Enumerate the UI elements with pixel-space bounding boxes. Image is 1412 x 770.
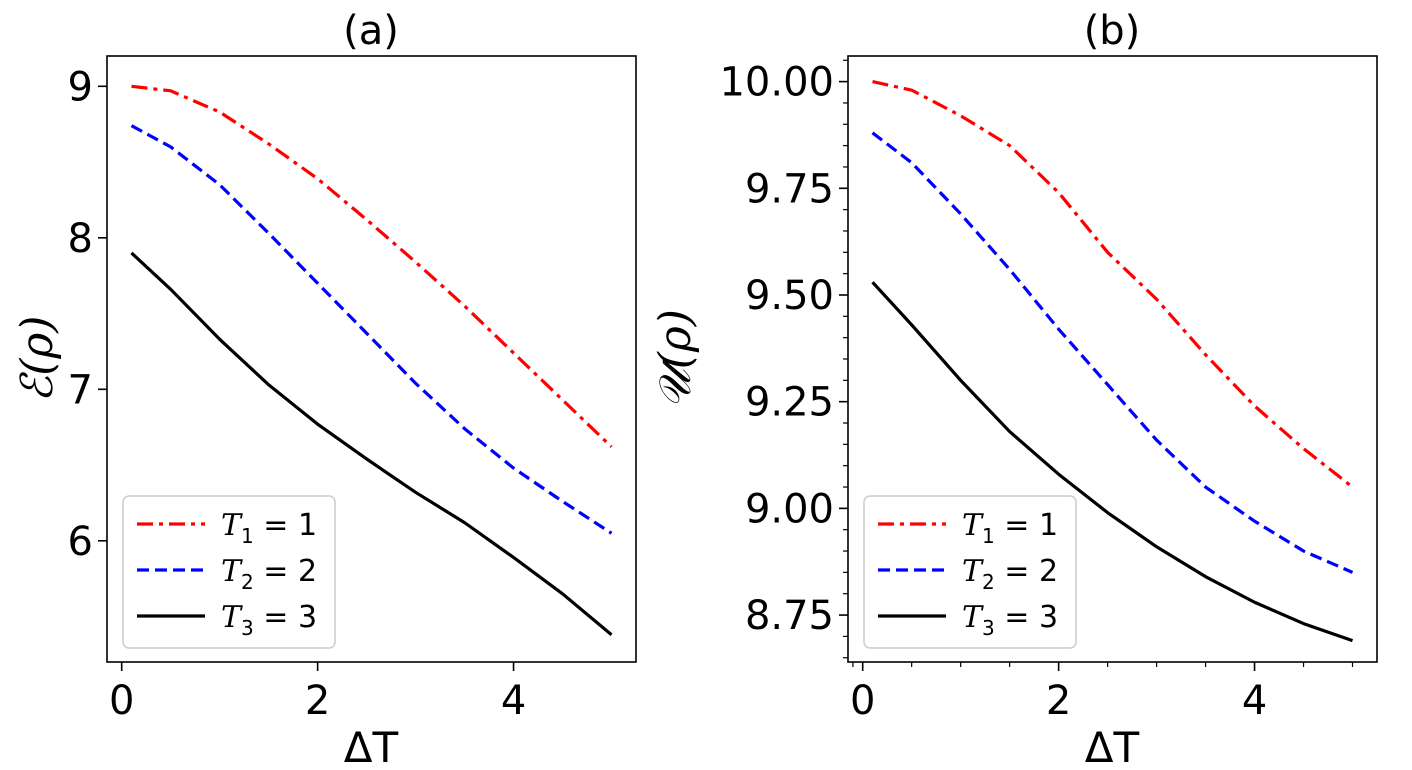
panel-b-ylabel: 𝒰(ρ): [650, 309, 701, 409]
panel-b-legend-label-symbol: T: [962, 600, 984, 635]
panel-b-legend-label-subscript: 2: [982, 570, 995, 594]
panel-b-series-1-line: [872, 80, 1354, 489]
panel-b: (b) ΔT 𝒰(ρ) 0 2 4 8.75 9.00 9.25 9.50 9.75 10.00…: [650, 8, 1378, 770]
panel-a-ytick-label: 6: [68, 519, 93, 565]
panel-a-series-1-line: [131, 84, 613, 449]
panel-a-legend-label-1: T1 = 1: [221, 508, 317, 548]
panel-a-legend-label-subscript: 1: [241, 524, 254, 548]
panel-b-legend-label-subscript: 1: [982, 524, 995, 548]
panel-a-legend-label-symbol: T: [221, 600, 243, 635]
panel-b-legend-label-1: T1 = 1: [962, 508, 1058, 548]
panel-b-legend-label-symbol: T: [962, 508, 984, 543]
panel-a-legend-box: [122, 495, 336, 649]
panel-a-legend-label-symbol: T: [221, 554, 243, 589]
panel-a-legend-label-subscript: 2: [241, 570, 254, 594]
panel-a-axes-frame: [106, 55, 637, 663]
panel-b-xtick-label: 2: [1046, 678, 1071, 724]
panel-a-ytick-label: 7: [68, 367, 93, 413]
panel-a-ylabel: ℰ(ρ): [12, 316, 63, 403]
panel-b-legend-label-value: = 1: [995, 508, 1058, 543]
panel-a-ytick-label: 8: [68, 216, 93, 262]
panel-b-xlabel: ΔT: [1085, 723, 1140, 770]
panel-a-series-2-line: [130, 124, 613, 535]
panel-a-xtick-label: 0: [109, 678, 134, 724]
panel-a-legend-label-value: = 2: [254, 554, 317, 589]
panel-a-legend-label-symbol: T: [221, 508, 243, 543]
panel-a-xtick-label: 4: [501, 678, 526, 724]
panel-b-ytick-label: 9.50: [745, 273, 834, 319]
panel-a-ytick-label: 9: [68, 64, 93, 110]
panel-a-legend-label-value: = 3: [254, 600, 317, 635]
panel-b-xtick-label: 4: [1242, 678, 1267, 724]
panel-b-ytick-label: 10.00: [719, 60, 834, 106]
panel-a-legend-label-2: T2 = 2: [221, 554, 317, 594]
panel-b-xtick-label: 0: [850, 678, 875, 724]
panel-b-legend-box: [863, 495, 1077, 649]
panel-b-legend-label-2: T2 = 2: [962, 554, 1058, 594]
panel-b-ytick-label: 9.25: [745, 380, 834, 426]
panel-b-legend-label-value: = 3: [995, 600, 1058, 635]
panel-b-series-2-line: [871, 131, 1354, 574]
panel-b-title: (b): [1084, 8, 1141, 54]
panel-b-legend-label-value: = 2: [995, 554, 1058, 589]
panel-b-series-3-line: [871, 281, 1354, 643]
panel-a-xtick-label: 2: [305, 678, 330, 724]
panel-a-legend-label-value: = 1: [254, 508, 317, 543]
panel-b-ytick-label: 8.75: [745, 593, 834, 639]
panel-b-legend-label-3: T3 = 3: [962, 600, 1058, 640]
panel-a-series-3-line: [130, 251, 613, 636]
panel-a-legend-label-3: T3 = 3: [221, 600, 317, 640]
panel-b-ytick-label: 9.00: [745, 486, 834, 532]
panel-b-legend-label-symbol: T: [962, 554, 984, 589]
panel-b-legend-label-subscript: 3: [982, 616, 995, 640]
panel-a-xlabel: ΔT: [344, 723, 399, 770]
panel-b-ytick-label: 9.75: [745, 166, 834, 212]
panel-a-title: (a): [343, 8, 399, 54]
panel-a-legend-label-subscript: 3: [241, 616, 254, 640]
